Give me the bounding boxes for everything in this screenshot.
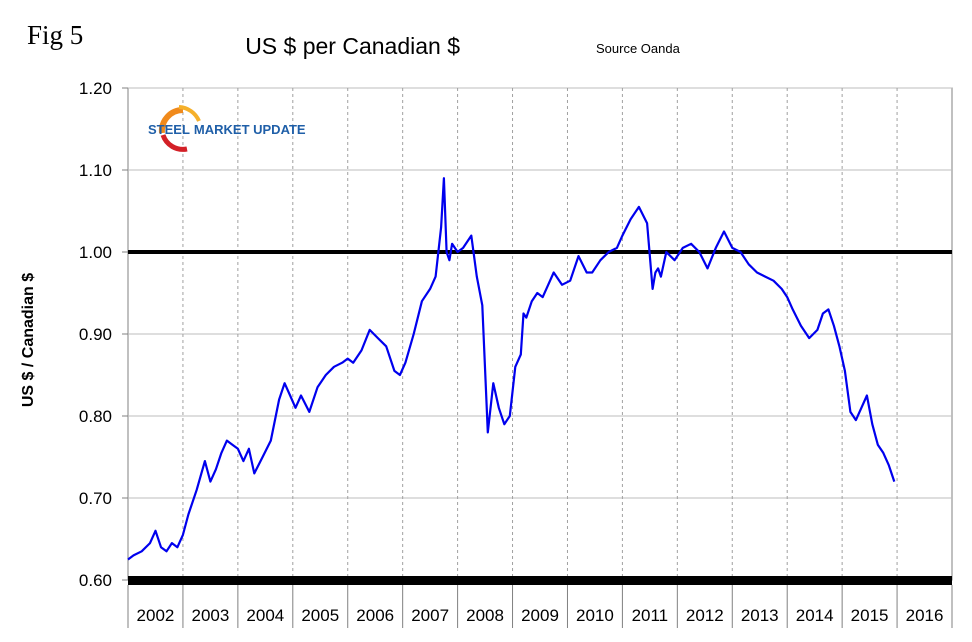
x-axis: 2002 2003 2004 2005 2006 2007 2008 2009 2010 2011… [127,585,953,628]
x-tick-label: 2012 [686,606,724,625]
logo-word-steel: STEEL [148,122,190,137]
y-tick-label: 0.60 [79,571,112,590]
horizontal-gridlines [128,87,952,499]
x-tick-label: 2002 [137,606,175,625]
figure-label: Fig 5 [27,20,83,50]
y-tick-label: 1.00 [79,243,112,262]
chart-title: US $ per Canadian $ [245,33,460,59]
chart-subtitle: Source Oanda [596,41,681,56]
x-tick-label: 2003 [191,606,229,625]
x-tick-label: 2011 [632,606,669,625]
y-axis-label: US $ / Canadian $ [20,273,37,407]
x-tick-label: 2008 [466,606,504,625]
x-tick-label: 2014 [796,606,834,625]
logo-word-market-update: MARKET UPDATE [194,122,306,137]
x-tick-label: 2013 [741,606,779,625]
vertical-gridlines [182,88,898,580]
x-axis-baseline-group [128,576,952,585]
y-tick-label: 0.70 [79,489,112,508]
y-tick-label: 1.20 [79,79,112,98]
y-tick-label: 1.10 [79,161,112,180]
steel-market-update-logo: STEEL MARKET UPDATE [148,105,306,152]
y-tick-label: 0.90 [79,325,112,344]
series-group [127,177,896,561]
x-axis-baseline [128,576,952,585]
x-tick-label: 2016 [906,606,944,625]
x-tick-label: 2009 [521,606,559,625]
series-line [127,177,896,561]
x-tick-label: 2015 [851,606,889,625]
x-tick-label: 2004 [246,606,284,625]
x-tick-label: 2007 [411,606,449,625]
y-tick-label: 0.80 [79,407,112,426]
y-tick-labels: 1.20 1.10 1.00 0.90 0.80 0.70 0.60 [79,79,128,590]
x-tick-label: 2005 [301,606,339,625]
x-tick-label: 2006 [356,606,394,625]
x-tick-label: 2010 [576,606,614,625]
